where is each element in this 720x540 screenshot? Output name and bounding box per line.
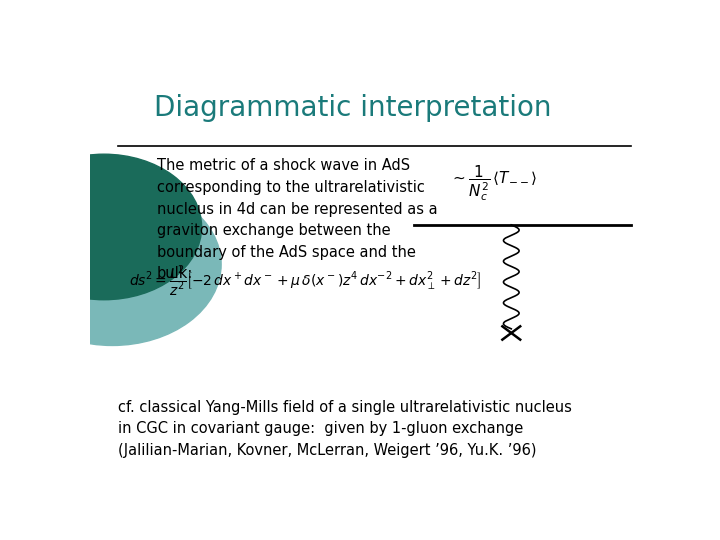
Text: The metric of a shock wave in AdS
corresponding to the ultrarelativistic
nucleus: The metric of a shock wave in AdS corres… — [157, 158, 438, 281]
Text: $\sim \dfrac{1}{N_c^2}\,\langle T_{--}\rangle$: $\sim \dfrac{1}{N_c^2}\,\langle T_{--}\r… — [450, 163, 537, 203]
Text: cf. classical Yang-Mills field of a single ultrarelativistic nucleus
in CGC in c: cf. classical Yang-Mills field of a sing… — [118, 400, 572, 458]
Text: Diagrammatic interpretation: Diagrammatic interpretation — [153, 94, 551, 123]
Circle shape — [4, 183, 221, 346]
Circle shape — [6, 154, 202, 300]
Text: $ds^2 = \dfrac{L^2}{z^2}\left[-2\,dx^+dx^- + \mu\,\delta(x^-)z^4\,dx^{-2} + dx_{: $ds^2 = \dfrac{L^2}{z^2}\left[-2\,dx^+dx… — [129, 263, 482, 299]
